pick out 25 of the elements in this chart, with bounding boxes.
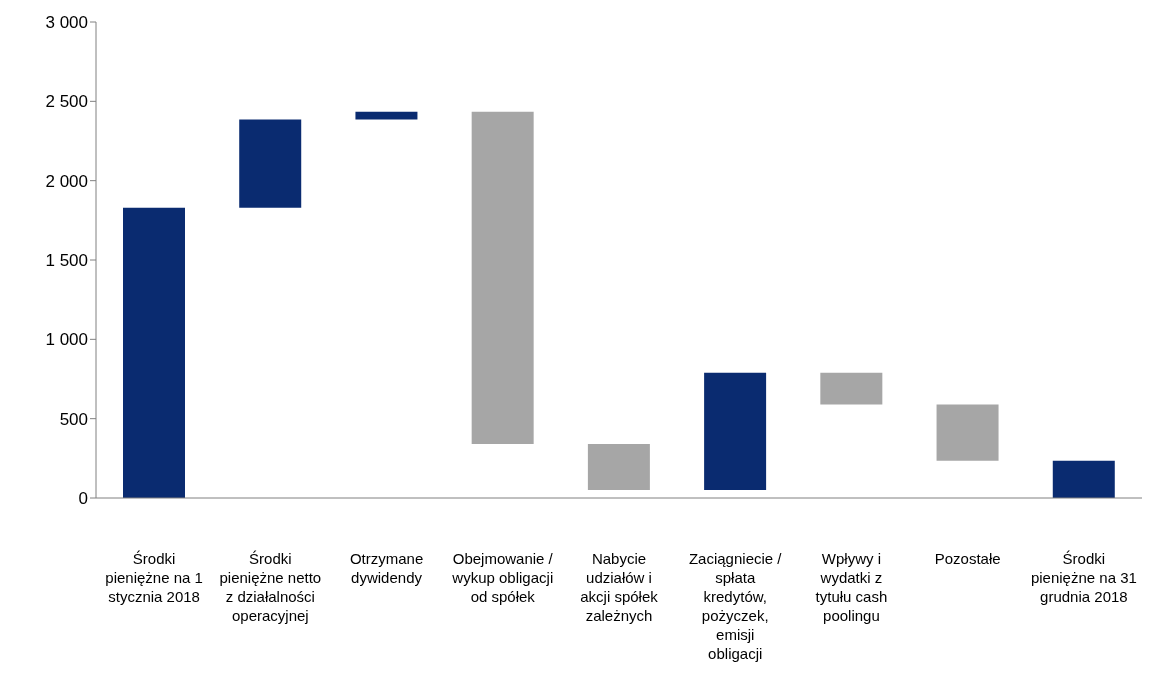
x-tick-label: Wpływy i wydatki z tytułu cash poolingu (815, 550, 888, 624)
y-tick-label: 2 500 (45, 92, 88, 112)
bar (1052, 460, 1115, 498)
bar (704, 372, 767, 491)
bar (239, 119, 302, 208)
bar (123, 207, 185, 498)
bar (820, 372, 883, 405)
x-tick-label: Nabycie udziałów i akcji spółek zależnych (580, 550, 659, 624)
y-tick-label: 0 (78, 489, 88, 509)
x-tick-label: Środki pieniężne na 1 stycznia 2018 (105, 550, 203, 605)
x-tick-label: Środki pieniężne netto z działalności operacyjnej (219, 550, 322, 624)
y-tick-label: 1 000 (45, 330, 88, 350)
x-tick-label: Pozostałe (934, 550, 1001, 567)
x-tick-label: Środki pieniężne na 31 grudnia 2018 (1030, 550, 1137, 605)
y-tick-label: 1 500 (45, 251, 88, 271)
y-tick-label: 3 000 (45, 13, 88, 33)
bar (355, 111, 418, 120)
x-tick-label: Otrzymane dywidendy (349, 550, 424, 586)
bar (587, 444, 650, 491)
y-tick-label: 2 000 (45, 171, 88, 191)
y-tick-label: 500 (59, 409, 88, 429)
x-tick-label: Zaciągniecie / spłata kredytów, pożyczek, emisji obligacji (688, 550, 783, 662)
bar (471, 111, 534, 445)
bar (936, 404, 999, 461)
x-tick-label: Obejmowanie / wykup obligacji od spółek (451, 550, 554, 605)
